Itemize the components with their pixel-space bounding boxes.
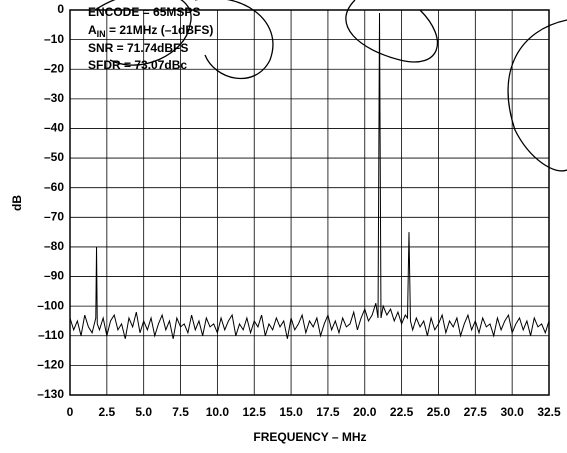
y-tick-label: –60 xyxy=(44,180,64,194)
y-tick-label: –130 xyxy=(37,387,64,401)
x-tick-label: 32.5 xyxy=(537,405,561,419)
y-tick-label: –90 xyxy=(44,269,64,283)
x-tick-label: 12.5 xyxy=(243,405,267,419)
x-tick-label: 20.0 xyxy=(353,405,377,419)
plot-border xyxy=(69,9,550,396)
y-tick-label: –80 xyxy=(44,239,64,253)
annotation: AIN = 21MHz (–1dBFS) xyxy=(88,23,213,39)
annotation: ENCODE = 65MSPS xyxy=(88,5,200,19)
y-axis-label: dB xyxy=(10,195,24,211)
x-tick-label: 10.0 xyxy=(206,405,230,419)
y-tick-label: –10 xyxy=(44,32,64,46)
y-tick-label: –30 xyxy=(44,91,64,105)
x-tick-label: 2.5 xyxy=(99,405,116,419)
x-tick-label: 30.0 xyxy=(500,405,524,419)
x-tick-label: 17.5 xyxy=(316,405,340,419)
y-tick-label: –110 xyxy=(38,328,64,342)
x-axis-label: FREQUENCY – MHz xyxy=(253,430,366,444)
y-tick-label: –100 xyxy=(37,298,64,312)
annotation-subscript: IN xyxy=(97,29,106,39)
x-tick-label: 7.5 xyxy=(172,405,189,419)
x-tick-label: 5.0 xyxy=(135,405,152,419)
y-tick-label: –50 xyxy=(44,150,64,164)
annotation: SNR = 71.74dBFS xyxy=(88,41,188,55)
y-tick-label: 0 xyxy=(57,2,64,16)
annotation-part: A xyxy=(88,23,97,37)
x-tick-label: 0 xyxy=(67,405,74,419)
y-tick-label: –70 xyxy=(44,209,64,223)
y-tick-label: –40 xyxy=(44,121,64,135)
spectrum-line xyxy=(69,12,550,339)
x-tick-label: 27.5 xyxy=(464,405,488,419)
y-tick-label: –20 xyxy=(44,61,64,75)
y-tick-label: –120 xyxy=(37,358,64,372)
annotation-part: = 21MHz (–1dBFS) xyxy=(106,23,214,37)
x-tick-label: 25.0 xyxy=(427,405,451,419)
annotation: SFDR = 73.07dBc xyxy=(88,58,187,72)
x-tick-label: 15.0 xyxy=(279,405,303,419)
x-tick-label: 22.5 xyxy=(390,405,414,419)
